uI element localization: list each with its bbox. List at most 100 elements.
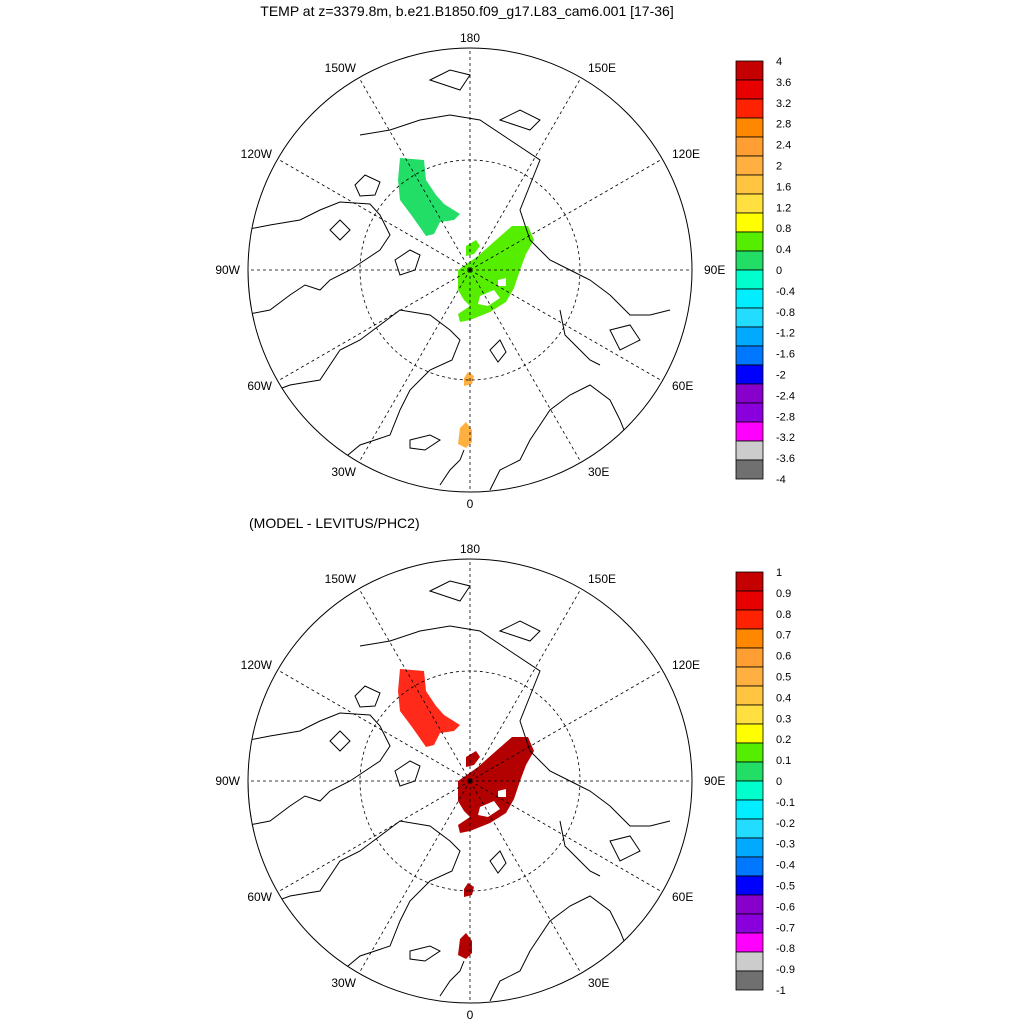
colorbar-swatch bbox=[735, 970, 764, 991]
colorbar-label: 0.4 bbox=[776, 244, 791, 256]
lon-label: 120W bbox=[241, 658, 273, 672]
colorbar-swatch bbox=[735, 837, 764, 858]
panel-title: (MODEL - LEVITUS/PHC2) bbox=[249, 515, 420, 531]
colorbar-swatch bbox=[735, 402, 764, 423]
anomaly-regions bbox=[398, 158, 534, 448]
lon-label: 30W bbox=[331, 465, 356, 479]
colorbar-label: -3.6 bbox=[776, 453, 795, 465]
map-boundary bbox=[247, 558, 693, 1004]
lon-label: 30E bbox=[588, 976, 609, 990]
colorbar-label: 0.1 bbox=[776, 755, 791, 767]
anomaly-canada-basin bbox=[398, 669, 460, 747]
colorbar-label: 0.8 bbox=[776, 223, 791, 235]
lon-label: 120W bbox=[241, 147, 273, 161]
colorbar-label: -0.4 bbox=[776, 860, 795, 872]
anomaly-small-eurasian bbox=[466, 751, 480, 767]
lon-label: 150E bbox=[588, 61, 616, 75]
colorbar-swatch bbox=[735, 421, 764, 442]
coastlines bbox=[248, 69, 671, 491]
colorbar-swatch bbox=[735, 459, 764, 480]
lon-label: 0 bbox=[467, 497, 474, 511]
colorbar-label: 2.4 bbox=[776, 140, 791, 152]
lon-label: 90W bbox=[215, 774, 240, 788]
colorbar-swatch bbox=[735, 364, 764, 385]
lon-label: 30E bbox=[588, 465, 609, 479]
colorbar-label: -0.2 bbox=[776, 818, 795, 830]
panel-title: TEMP at z=3379.8m, b.e21.B1850.f09_g17.L… bbox=[260, 3, 673, 19]
anomaly-small-eurasian bbox=[466, 240, 480, 256]
lon-label: 120E bbox=[672, 147, 700, 161]
colorbar-swatch bbox=[735, 193, 764, 214]
lon-label: 90W bbox=[215, 263, 240, 277]
colorbar-swatch bbox=[735, 269, 764, 290]
colorbar-label: 3.2 bbox=[776, 98, 791, 110]
colorbar: 4 3.6 3.2 2.8 2.4 2 1.6 1.2 0.8 0.4 0 -0.4 -0.8 -1.2 -… bbox=[735, 56, 795, 486]
colorbar-label: 3.6 bbox=[776, 77, 791, 89]
lon-label: 150E bbox=[588, 572, 616, 586]
colorbar-label: -1.6 bbox=[776, 349, 795, 361]
colorbar-swatch bbox=[735, 383, 764, 404]
polar-map: 180 0 90W 90E 150W 120W 150E 120E 60W 30… bbox=[215, 31, 725, 511]
colorbar-swatch bbox=[735, 818, 764, 839]
colorbar-label: -1.2 bbox=[776, 328, 795, 340]
colorbar-swatch bbox=[735, 875, 764, 896]
colorbar-swatch bbox=[735, 307, 764, 328]
colorbar-label: 4 bbox=[776, 56, 782, 68]
colorbar-label: 1.2 bbox=[776, 202, 791, 214]
panel-bottom: (MODEL - LEVITUS/PHC2) bbox=[215, 515, 795, 1022]
colorbar-label: 0 bbox=[776, 776, 782, 788]
lon-label: 150W bbox=[325, 572, 357, 586]
colorbar-swatch bbox=[735, 666, 764, 687]
anomaly-fram-strait bbox=[464, 883, 474, 897]
colorbar-swatch bbox=[735, 117, 764, 138]
anomaly-eurasian-basin bbox=[458, 226, 534, 322]
colorbar-swatch bbox=[735, 440, 764, 461]
longitude-labels: 180 0 90W 90E 150W 120W 150E 120E 60W 30… bbox=[215, 31, 725, 511]
colorbar-swatch bbox=[735, 231, 764, 252]
anomaly-canada-basin bbox=[398, 158, 460, 236]
colorbar-swatch bbox=[735, 136, 764, 157]
colorbar-label: 0.6 bbox=[776, 651, 791, 663]
lon-label: 180 bbox=[460, 542, 480, 556]
colorbar-label: -0.5 bbox=[776, 881, 795, 893]
lon-label: 60W bbox=[247, 890, 272, 904]
colorbar: 1 0.9 0.8 0.7 0.6 0.5 0.4 0.3 0.2 0.1 0 -0.1 -0.2 -0.… bbox=[735, 567, 795, 997]
colorbar-swatch bbox=[735, 326, 764, 347]
colorbar-swatch bbox=[735, 174, 764, 195]
anomaly-fram-strait bbox=[464, 372, 474, 386]
colorbar-swatch bbox=[735, 212, 764, 233]
colorbar-label: -0.3 bbox=[776, 839, 795, 851]
lon-label: 30W bbox=[331, 976, 356, 990]
anomaly-eurasian-basin bbox=[458, 737, 534, 833]
colorbar-label: 2.8 bbox=[776, 119, 791, 131]
lon-label: 90E bbox=[704, 774, 725, 788]
colorbar-swatch bbox=[735, 723, 764, 744]
colorbar-swatch bbox=[735, 799, 764, 820]
colorbar-label: 1 bbox=[776, 567, 782, 579]
longitude-labels: 180 0 90W 90E 150W 120W 150E 120E 60W 30… bbox=[215, 542, 725, 1022]
lon-label: 60W bbox=[247, 379, 272, 393]
colorbar-label: -0.6 bbox=[776, 901, 795, 913]
polar-map: 180 0 90W 90E 150W 120W 150E 120E 60W 30… bbox=[215, 542, 725, 1022]
colorbar-label: 2 bbox=[776, 161, 782, 173]
colorbar-swatch bbox=[735, 98, 764, 119]
colorbar-swatch bbox=[735, 571, 764, 592]
colorbar-label: 0.8 bbox=[776, 609, 791, 621]
colorbar-swatch bbox=[735, 250, 764, 271]
colorbar-swatch bbox=[735, 913, 764, 934]
colorbar-label: 0.4 bbox=[776, 692, 791, 704]
colorbar-label: -2.4 bbox=[776, 390, 795, 402]
colorbar-label: 0.3 bbox=[776, 713, 791, 725]
lon-label: 150W bbox=[325, 61, 357, 75]
graticule bbox=[248, 559, 692, 1003]
colorbar-swatch bbox=[735, 288, 764, 309]
colorbar-swatch bbox=[735, 894, 764, 915]
colorbar-swatch bbox=[735, 79, 764, 100]
lon-label: 180 bbox=[460, 31, 480, 45]
colorbar-label: -0.7 bbox=[776, 922, 795, 934]
colorbar-label: 0.5 bbox=[776, 672, 791, 684]
colorbar-label: -0.9 bbox=[776, 964, 795, 976]
colorbar-label: -0.1 bbox=[776, 797, 795, 809]
colorbar-swatch bbox=[735, 590, 764, 611]
